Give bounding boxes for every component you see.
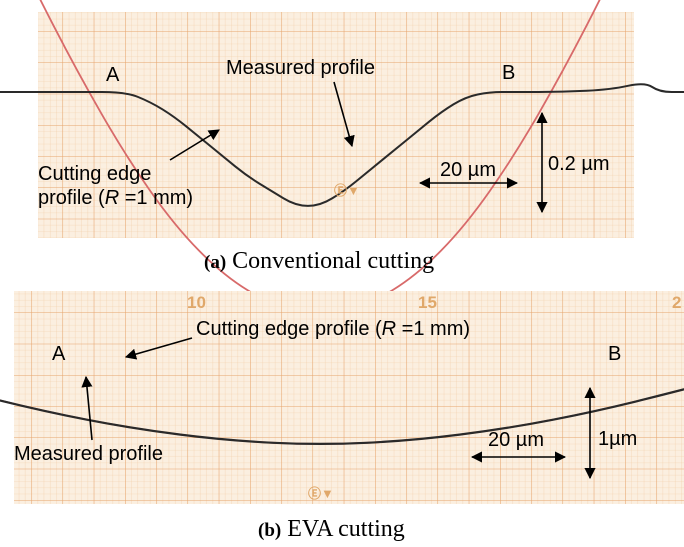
chart-paper-grid-a — [38, 12, 634, 238]
cutting-edge-label-b-prefix: Cutting edge profile ( — [196, 318, 382, 340]
x-scale-label-b: 20 µm — [488, 429, 544, 451]
caption-text-a: Conventional cutting — [232, 248, 434, 274]
measured-profile-label-a: Measured profile — [226, 57, 375, 79]
cutting-edge-label-a-suffix: =1 mm) — [119, 187, 193, 209]
cutting-edge-label-b-r: R — [382, 318, 396, 340]
measured-profile-curve-b — [0, 388, 684, 445]
panel-a: Ⓔ▼ A B Measured profile Cutting edge pro… — [0, 0, 684, 314]
cutting-edge-label-b-suffix: =1 mm) — [396, 318, 470, 340]
paper-number-2: 2 — [672, 293, 681, 312]
panel-b: 10 15 2 Ⓔ▼ A B Cutting edge profile (R =… — [0, 291, 684, 542]
cutting-edge-label-a-line2: profile (R =1 mm) — [38, 187, 193, 209]
cutting-edge-arrow-b — [124, 337, 193, 360]
measured-profile-curve-a — [0, 83, 684, 207]
label-a-start: A — [106, 64, 120, 86]
cutting-edge-label-a-line1: Cutting edge — [38, 163, 151, 185]
label-b-start: A — [52, 343, 66, 365]
chart-paper-grid-b — [14, 291, 684, 504]
caption-tag-b: (b) — [258, 520, 281, 541]
cutting-edge-arrow-a — [169, 129, 220, 161]
cutting-edge-label-b: Cutting edge profile (R =1 mm) — [196, 318, 470, 340]
cutting-edge-label-a-r: R — [105, 187, 119, 209]
cutting-edge-label-a-prefix: profile ( — [38, 187, 105, 209]
label-a-end: B — [502, 62, 515, 84]
caption-b: (b) EVA cutting — [258, 516, 405, 542]
x-scale-label-a: 20 µm — [440, 159, 496, 181]
paper-number-10: 10 — [187, 293, 206, 312]
measured-profile-label-b: Measured profile — [14, 443, 163, 465]
caption-a: (a) Conventional cutting — [204, 248, 434, 274]
label-b-end: B — [608, 343, 621, 365]
paper-number-15: 15 — [418, 293, 437, 312]
paper-mark-icon-b: Ⓔ▼ — [308, 486, 334, 501]
y-scale-label-b: 1µm — [598, 428, 637, 450]
caption-tag-a: (a) — [204, 252, 226, 273]
paper-mark-icon-a: Ⓔ▼ — [334, 183, 360, 198]
y-scale-label-a: 0.2 µm — [548, 153, 610, 175]
caption-text-b: EVA cutting — [287, 516, 405, 542]
measured-profile-arrow-b — [81, 375, 93, 441]
measured-profile-arrow-a — [333, 81, 355, 148]
